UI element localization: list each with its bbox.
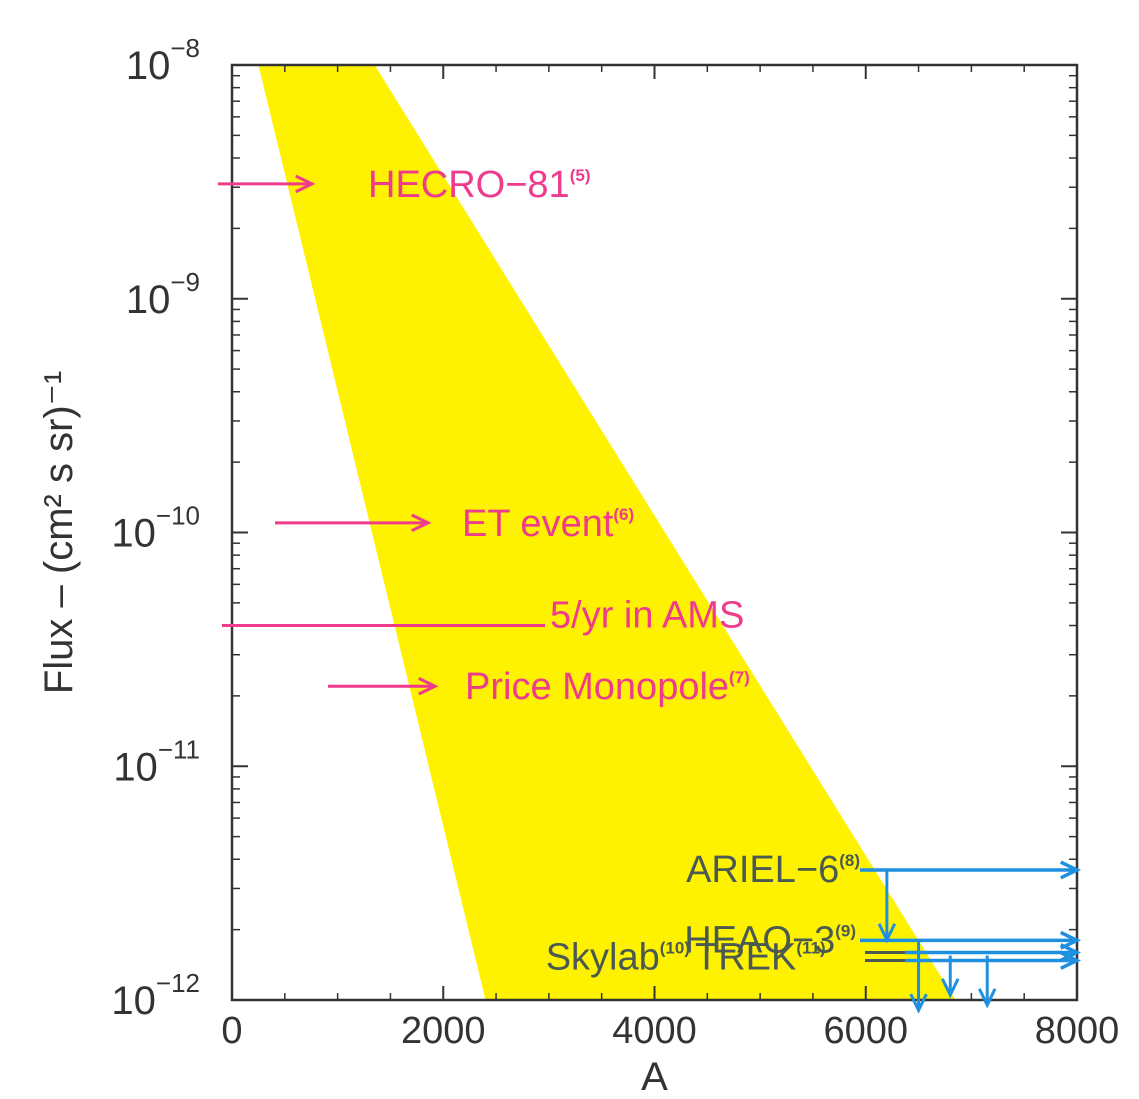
et-arrow-head [411, 513, 432, 533]
trek-down-arrow-head [978, 988, 997, 1009]
x-tick-label: 6000 [823, 1010, 908, 1052]
hecro-arrow-head [295, 174, 316, 194]
x-tick-label: 0 [221, 1010, 242, 1052]
heao-label: HEAO−3(9) [684, 919, 856, 961]
axis-ticks [231, 64, 1078, 1001]
theory-band [258, 65, 956, 1000]
x-tick-label: 4000 [612, 1010, 697, 1052]
y-tick-label: 10−8 [126, 33, 200, 88]
y-tick-label: 10−9 [126, 267, 200, 322]
hecro-label: HECRO−81(5) [368, 164, 590, 206]
x-tick-label: 8000 [1035, 1010, 1120, 1052]
trek-label: TREK(11) [695, 937, 826, 979]
price-label: Price Monopole(7) [465, 666, 750, 708]
skylab-label: Skylab(10) [546, 937, 690, 979]
et-label: ET event(6) [462, 503, 634, 545]
ariel-label: ARIEL−6(8) [686, 849, 860, 891]
trek-limit-arrow-head [1060, 951, 1082, 970]
ariel-limit-arrow-head [1060, 860, 1082, 880]
heao-down-arrow-head [909, 993, 928, 1014]
x-axis-label: A [641, 1055, 668, 1099]
blue-limit-annotations: ARIEL−6(8) HEAO−3(9)Skylab(10) TREK(11) [546, 849, 1082, 1014]
y-tick-labels: 10−12 10−11 10−10 10−9 10−8 [111, 33, 200, 1023]
y-tick-label: 10−10 [111, 501, 200, 556]
y-tick-label: 10−12 [111, 968, 200, 1023]
y-axis-label: Flux – (cm² s sr)⁻¹ [37, 371, 81, 694]
pink-annotations: HECRO−81(5) ET event(6) 5/yr in AMS Price M… [218, 164, 750, 708]
x-tick-labels: 0 2000 4000 6000 8000 [221, 1010, 1119, 1052]
skylab-limit-arrow-head [1060, 943, 1082, 962]
skylab-down-arrow-head [941, 978, 960, 999]
price-arrow-head [418, 677, 439, 696]
x-tick-label: 2000 [401, 1010, 486, 1052]
y-tick-label: 10−11 [113, 734, 200, 789]
ams-label: 5/yr in AMS [550, 595, 744, 637]
